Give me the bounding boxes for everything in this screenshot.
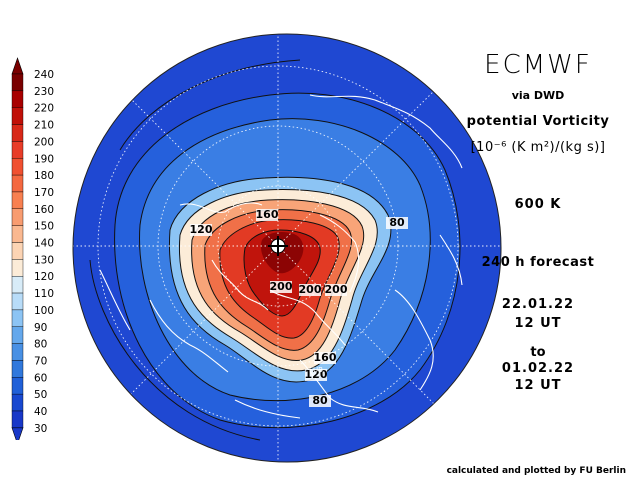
colorbar-level-label: 240 xyxy=(34,69,54,81)
colorbar-level-label: 230 xyxy=(34,86,54,98)
contour-label: 200 xyxy=(270,280,293,293)
valid-date: 01.02.22 xyxy=(501,361,575,376)
init-date: 22.01.22 xyxy=(501,297,575,312)
colorbar-level-label: 90 xyxy=(34,322,47,334)
valid-time: 12 UT xyxy=(514,378,562,393)
map-border xyxy=(72,33,502,463)
units-label: [10⁻⁶ (K m²)/(kg s)] xyxy=(470,140,606,155)
contour-label: 80 xyxy=(389,216,405,229)
colorbar-level-label: 140 xyxy=(34,238,54,250)
contour-label: 120 xyxy=(305,368,328,381)
contour-label: 80 xyxy=(312,394,328,407)
contour-label-bg xyxy=(309,395,331,407)
init-time: 12 UT xyxy=(514,316,562,331)
contour-label-bg xyxy=(314,352,336,364)
colorbar-level-label: 130 xyxy=(34,254,54,266)
contour-label: 160 xyxy=(256,208,279,221)
colorbar-bottom-arrow xyxy=(11,427,24,440)
contour-label-bg xyxy=(299,284,321,296)
contour-label-bg xyxy=(325,284,347,296)
contour-label-bg xyxy=(270,281,292,293)
city-label: FUB xyxy=(309,366,323,374)
colorbar-level-label: 50 xyxy=(34,389,47,401)
colorbar-swatches xyxy=(11,57,24,440)
credit-footer: calculated and plotted by FU Berlin xyxy=(446,466,626,476)
forecast-label: 240 h forecast xyxy=(481,255,595,270)
colorbar-level-label: 110 xyxy=(34,288,54,300)
contour-label-bg xyxy=(386,217,408,229)
contour-label-bg xyxy=(305,369,327,381)
contour-label: 120 xyxy=(190,223,213,236)
colorbar-labels: 240 230 220 210 200 190 180 170 160 150 140 130 120 1… xyxy=(34,69,54,435)
pole-marker-icon xyxy=(268,236,288,256)
colorbar-level-label: 40 xyxy=(34,406,47,418)
colorbar-level-label: 160 xyxy=(34,204,54,216)
organization-title: ECMWF xyxy=(484,50,592,80)
contour-label-bg xyxy=(190,224,212,236)
contour-label: 160 xyxy=(314,351,337,364)
colorbar-level-label: 120 xyxy=(34,271,54,283)
colorbar: 240 230 220 210 200 190 180 170 160 150 140 130 120 1… xyxy=(11,57,54,440)
colorbar-level-label: 180 xyxy=(34,170,54,182)
colorbar-level-label: 150 xyxy=(34,221,54,233)
to-label: to xyxy=(530,345,546,360)
colorbar-level-label: 210 xyxy=(34,120,54,132)
colorbar-level-label: 170 xyxy=(34,187,54,199)
colorbar-level-label: 220 xyxy=(34,103,54,115)
colorbar-level-label: 80 xyxy=(34,339,47,351)
contour-label: 200 xyxy=(325,283,348,296)
parameter-label: potential Vorticity xyxy=(466,114,610,129)
colorbar-level-label: 60 xyxy=(34,372,47,384)
level-label: 600 K xyxy=(514,197,562,212)
colorbar-level-label: 190 xyxy=(34,153,54,165)
colorbar-level-label: 30 xyxy=(34,423,47,435)
source-label: via DWD xyxy=(511,89,565,102)
graticule xyxy=(73,34,500,462)
colorbar-level-label: 70 xyxy=(34,355,47,367)
colorbar-level-label: 100 xyxy=(34,305,54,317)
colorbar-level-label: 200 xyxy=(34,136,54,148)
coastlines xyxy=(99,94,463,419)
contour-label-bg xyxy=(256,209,278,221)
contour-label: 200 xyxy=(299,283,322,296)
